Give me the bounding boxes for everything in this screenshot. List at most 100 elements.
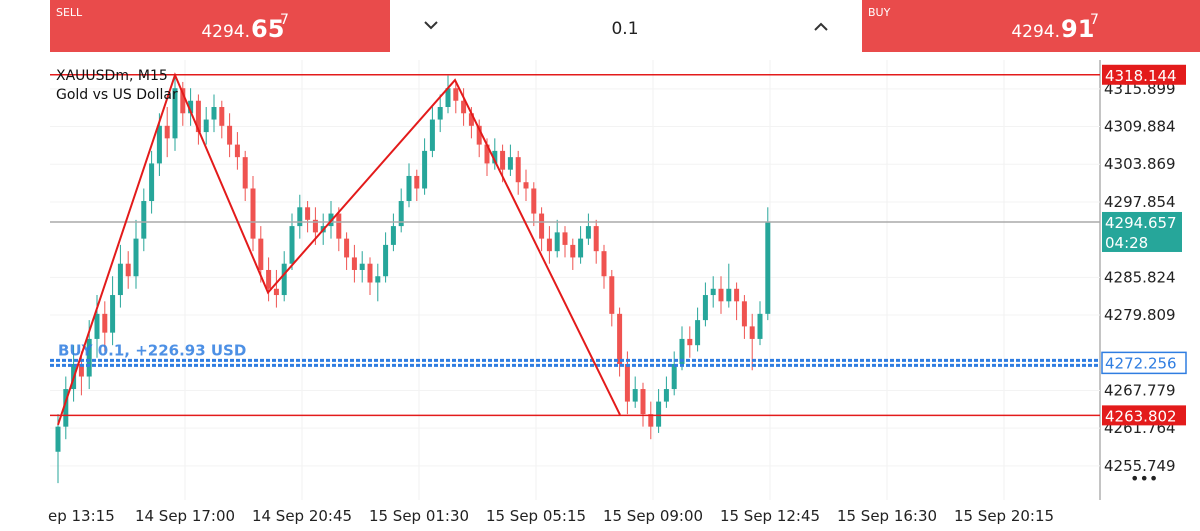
candle-body: [718, 288, 724, 302]
x-tick-label: 15 Sep 16:30: [837, 507, 937, 525]
candle-body: [531, 188, 537, 214]
candle-body: [546, 238, 552, 252]
zigzag: [57, 72, 621, 426]
sell-price-main: 4294.: [201, 22, 250, 42]
candle-body: [172, 88, 178, 139]
candle-body: [164, 125, 170, 139]
sell-price-sup: 7: [280, 12, 289, 28]
buy-price-big: 91: [1061, 15, 1094, 43]
candle-body: [749, 326, 755, 339]
candle-body: [507, 157, 513, 170]
candle-body: [422, 150, 428, 189]
y-tick-label: 4309.884: [1104, 118, 1176, 136]
candle-body: [593, 226, 599, 252]
candle-body: [102, 313, 108, 333]
position-price-label: 4272.256: [1105, 354, 1177, 372]
level-box: [1102, 64, 1186, 85]
candle-body: [523, 182, 529, 189]
candle-body: [726, 288, 732, 302]
candle-body: [562, 232, 568, 245]
candle-body: [585, 226, 591, 239]
candle-body: [78, 363, 84, 377]
candle-body: [117, 263, 123, 296]
candle-body: [351, 257, 357, 270]
candle-body: [63, 389, 69, 427]
candle-body: [468, 113, 474, 126]
current-price-box: [1102, 211, 1182, 252]
x-tick-label: 15 Sep 01:30: [369, 507, 469, 525]
candle-body: [500, 150, 506, 170]
candle-body: [133, 238, 139, 277]
candle-body: [149, 163, 155, 202]
candle-body: [492, 150, 498, 164]
buy-button[interactable]: [862, 0, 1200, 52]
candle-body: [601, 251, 607, 277]
sell-button[interactable]: [50, 0, 390, 52]
candle-body: [461, 100, 467, 114]
candle-body: [414, 175, 420, 189]
candle-body: [94, 313, 100, 339]
candle-body: [86, 338, 92, 377]
buy-price-sup: 7: [1090, 12, 1099, 28]
candle-body: [453, 88, 459, 101]
candle-body: [250, 188, 256, 239]
candle-body: [195, 100, 201, 133]
candle-body: [297, 207, 303, 227]
x-tick-label: 14 Sep 20:45: [252, 507, 352, 525]
level-label: 4263.802: [1105, 407, 1177, 425]
candle-body: [344, 238, 350, 258]
x-tick-label: 15 Sep 20:15: [954, 507, 1054, 525]
candle-body: [55, 426, 61, 452]
candle-body: [398, 201, 404, 227]
candle-body: [141, 201, 147, 239]
candle-body: [273, 288, 279, 296]
candle-body: [632, 389, 638, 402]
candle-body: [125, 263, 131, 277]
candle-body: [663, 389, 669, 402]
candle-body: [406, 175, 412, 202]
candle-body: [445, 88, 451, 108]
y-tick-label: 4303.869: [1104, 155, 1176, 173]
candle-body: [617, 313, 623, 364]
candle-body: [695, 320, 701, 346]
candle-body: [648, 414, 654, 427]
candle-body: [429, 119, 435, 151]
x-tick-label: 14 Sep 17:00: [135, 507, 235, 525]
candle-body: [710, 288, 716, 296]
x-tick-label: 15 Sep 12:45: [720, 507, 820, 525]
position-box: [1101, 351, 1187, 375]
sell-price-big: 65: [251, 15, 284, 43]
candle-body: [188, 100, 194, 114]
candle-body: [312, 219, 318, 233]
x-tick-label: 15 Sep 09:00: [603, 507, 703, 525]
candle-body: [609, 276, 615, 314]
candle-body: [624, 363, 630, 402]
candle-body: [266, 269, 272, 289]
candle-body: [227, 125, 233, 145]
volume[interactable]: 0.1: [611, 19, 638, 39]
current-price-label: 4294.657: [1105, 214, 1177, 232]
candle-body: [289, 226, 295, 264]
x-tick-label: 15 Sep 05:15: [486, 507, 586, 525]
symbol: XAUUSDm, M15: [56, 68, 168, 84]
y-tick-label: 4267.779: [1104, 381, 1176, 399]
candle-body: [656, 401, 662, 427]
candle-body: [375, 276, 381, 283]
volume-up[interactable]: [814, 22, 828, 31]
y-tick-label: 4285.824: [1104, 268, 1176, 286]
candle-body: [515, 157, 521, 183]
x-tick-label: ep 13:15: [48, 507, 115, 525]
menu-dots[interactable]: •••: [1130, 469, 1158, 488]
candle-body: [570, 244, 576, 258]
candle-body: [305, 207, 311, 220]
candle-body: [180, 88, 186, 114]
candle-body: [671, 363, 677, 390]
candle-body: [476, 125, 482, 145]
level-box: [1102, 405, 1186, 426]
candle-body: [765, 221, 771, 314]
volume-down[interactable]: [424, 21, 438, 30]
candle-body: [679, 338, 685, 364]
candle-body: [242, 157, 248, 189]
candle-body: [336, 213, 342, 239]
sell-label: SELL: [56, 6, 83, 19]
